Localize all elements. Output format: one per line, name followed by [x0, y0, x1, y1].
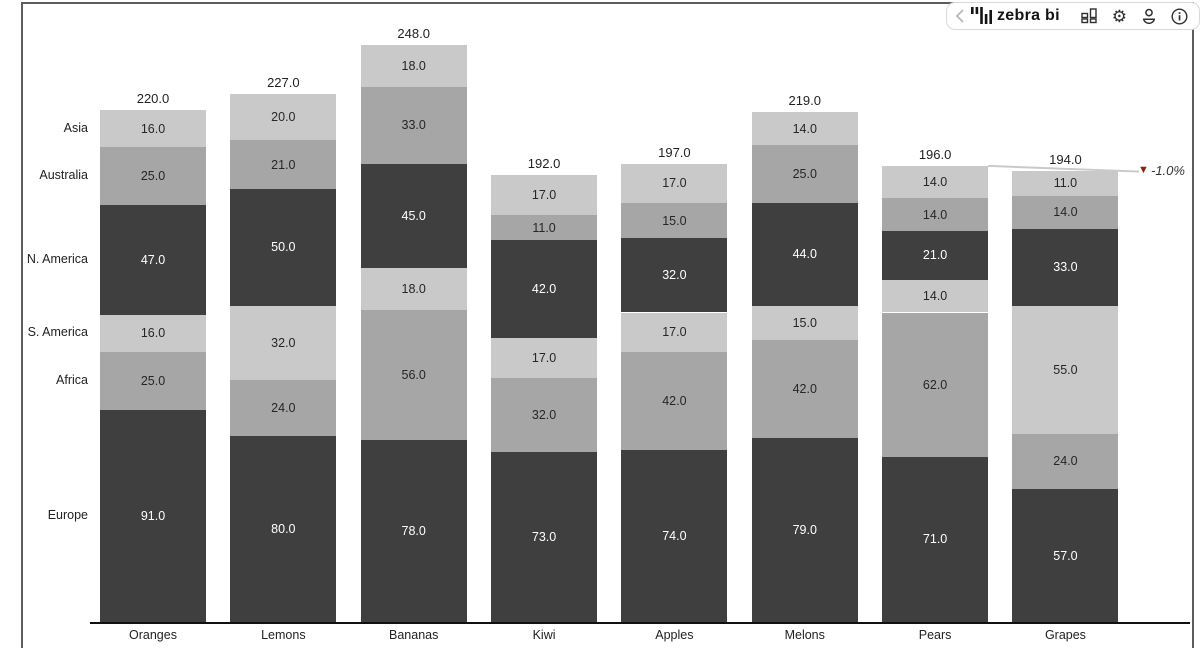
- settings-gear-icon[interactable]: ⚙: [1111, 6, 1127, 26]
- bar-segment-n-america-bananas[interactable]: 45.0: [360, 163, 467, 269]
- visual-frame-right: [1192, 2, 1194, 648]
- bar-segment-africa-oranges[interactable]: 25.0: [100, 352, 206, 411]
- category-axis-label-bananas[interactable]: Bananas: [389, 628, 439, 642]
- category-axis-label-kiwi[interactable]: Kiwi: [532, 628, 556, 642]
- bar-segment-s-america-kiwi[interactable]: 17.0: [491, 338, 598, 378]
- zebra-bi-logo-icon[interactable]: [971, 7, 992, 25]
- bar-segment-s-america-oranges[interactable]: 16.0: [100, 314, 206, 353]
- visual-frame-top: [21, 2, 1194, 4]
- bar-segment-australia-grapes[interactable]: 14.0: [1012, 196, 1119, 229]
- bar-segment-europe-pears[interactable]: 71.0: [882, 456, 989, 622]
- bar-segment-s-america-lemons[interactable]: 32.0: [230, 305, 337, 380]
- bar-segment-s-america-pears[interactable]: 14.0: [882, 279, 989, 313]
- row-label-australia: Australia: [39, 168, 88, 183]
- bar-segment-s-america-apples[interactable]: 17.0: [621, 312, 728, 353]
- bar-segment-asia-kiwi[interactable]: 17.0: [491, 175, 598, 215]
- bar-total-label-kiwi: 192.0: [527, 156, 561, 172]
- bar-segment-s-america-grapes[interactable]: 55.0: [1012, 305, 1119, 434]
- bar-total-label-bananas: 248.0: [397, 25, 430, 41]
- bar-segment-n-america-oranges[interactable]: 47.0: [100, 205, 206, 315]
- bar-segment-asia-bananas[interactable]: 18.0: [360, 44, 467, 87]
- bar-segment-n-america-melons[interactable]: 44.0: [751, 203, 858, 306]
- variance-marker-triangle-icon: ▼: [1138, 163, 1149, 176]
- bar-segment-n-america-pears[interactable]: 21.0: [882, 231, 989, 280]
- x-axis-line: [90, 622, 1190, 624]
- zebra-bi-logo-text[interactable]: zebra bi: [997, 7, 1060, 24]
- visual-frame-left: [21, 2, 23, 648]
- bar-segment-africa-bananas[interactable]: 56.0: [360, 310, 467, 441]
- bar-segment-s-america-melons[interactable]: 15.0: [751, 305, 858, 341]
- bar-segment-africa-lemons[interactable]: 24.0: [230, 379, 337, 436]
- zebra-bi-toolbar: zebra bi ⚙: [946, 2, 1200, 30]
- bar-segment-europe-bananas[interactable]: 78.0: [360, 440, 467, 622]
- bar-segment-australia-oranges[interactable]: 25.0: [100, 147, 206, 206]
- bar-segment-asia-apples[interactable]: 17.0: [621, 163, 728, 204]
- bar-segment-europe-kiwi[interactable]: 73.0: [491, 452, 598, 622]
- bar-total-label-grapes: 194.0: [1049, 151, 1082, 167]
- category-axis-label-oranges[interactable]: Oranges: [129, 628, 177, 642]
- account-icon[interactable]: [1141, 8, 1157, 24]
- category-axis-label-pears[interactable]: Pears: [918, 628, 952, 642]
- bar-segment-asia-lemons[interactable]: 20.0: [230, 93, 337, 141]
- bar-segment-australia-melons[interactable]: 25.0: [751, 144, 858, 204]
- bar-segment-australia-bananas[interactable]: 33.0: [360, 86, 467, 164]
- bar-segment-n-america-lemons[interactable]: 50.0: [230, 189, 337, 306]
- bar-segment-asia-pears[interactable]: 14.0: [882, 165, 989, 199]
- bar-segment-australia-lemons[interactable]: 21.0: [230, 140, 337, 190]
- bar-segment-n-america-apples[interactable]: 32.0: [621, 238, 728, 313]
- bar-segment-asia-melons[interactable]: 14.0: [751, 112, 858, 145]
- variance-percent-label: -1.0%: [1151, 162, 1185, 178]
- bar-total-label-melons: 219.0: [788, 93, 822, 109]
- bar-segment-africa-kiwi[interactable]: 32.0: [491, 377, 598, 453]
- bar-segment-europe-oranges[interactable]: 91.0: [100, 410, 206, 622]
- bar-segment-australia-kiwi[interactable]: 11.0: [491, 214, 598, 241]
- row-label-africa: Africa: [56, 373, 88, 388]
- bar-total-label-lemons: 227.0: [267, 74, 300, 90]
- category-axis-label-grapes[interactable]: Grapes: [1044, 628, 1086, 642]
- category-axis-label-apples[interactable]: Apples: [655, 628, 694, 642]
- bar-segment-europe-melons[interactable]: 79.0: [751, 438, 858, 622]
- bar-total-label-apples: 197.0: [658, 144, 691, 160]
- bar-segment-asia-oranges[interactable]: 16.0: [100, 110, 206, 148]
- bar-segment-africa-grapes[interactable]: 24.0: [1012, 433, 1119, 490]
- bar-segment-africa-melons[interactable]: 42.0: [751, 340, 858, 439]
- small-multiples-icon[interactable]: [1081, 8, 1098, 24]
- category-axis-label-lemons[interactable]: Lemons: [261, 628, 306, 642]
- bar-segment-n-america-kiwi[interactable]: 42.0: [491, 240, 598, 339]
- bar-total-label-pears: 196.0: [918, 146, 952, 162]
- bar-segment-australia-apples[interactable]: 15.0: [621, 203, 728, 239]
- bar-segment-europe-apples[interactable]: 74.0: [621, 449, 728, 622]
- row-label-europe: Europe: [47, 508, 88, 523]
- bar-segment-africa-apples[interactable]: 42.0: [621, 352, 728, 450]
- row-label-n-america: N. America: [26, 252, 88, 267]
- row-label-s-america: S. America: [27, 325, 88, 340]
- bar-segment-asia-grapes[interactable]: 11.0: [1012, 170, 1119, 197]
- bar-segment-europe-grapes[interactable]: 57.0: [1012, 489, 1119, 622]
- bar-segment-n-america-grapes[interactable]: 33.0: [1012, 228, 1119, 306]
- info-icon[interactable]: [1171, 7, 1188, 25]
- bar-segment-africa-pears[interactable]: 62.0: [882, 312, 989, 457]
- bar-segment-europe-lemons[interactable]: 80.0: [230, 435, 337, 622]
- bar-total-label-oranges: 220.0: [136, 91, 170, 107]
- bar-segment-s-america-bananas[interactable]: 18.0: [360, 268, 467, 311]
- chevron-left-icon[interactable]: [955, 9, 964, 23]
- row-label-asia: Asia: [63, 120, 88, 135]
- bar-segment-australia-pears[interactable]: 14.0: [882, 198, 989, 232]
- category-axis-label-melons[interactable]: Melons: [784, 628, 825, 642]
